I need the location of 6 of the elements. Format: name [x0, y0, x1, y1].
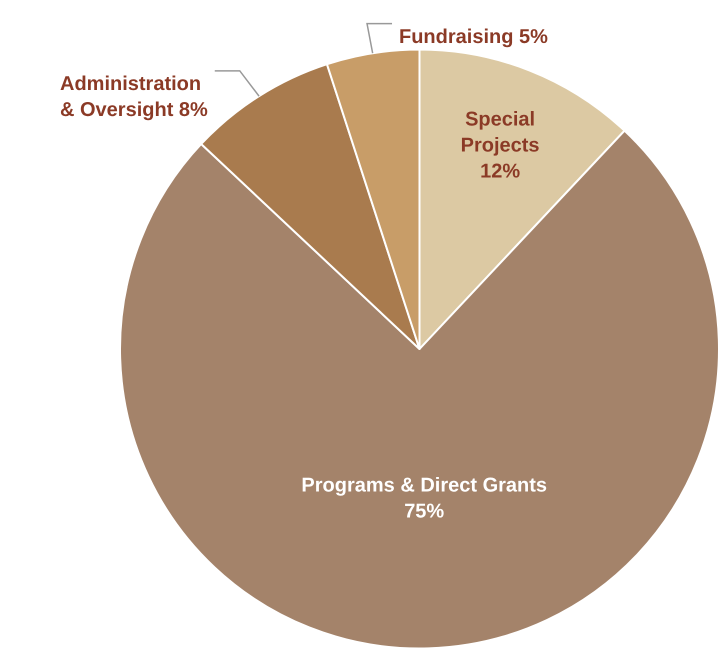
data-label: 75%: [404, 500, 444, 523]
slice-label: Administration & Oversight 8%: [60, 73, 208, 121]
slice-label: Special Projects: [460, 108, 540, 156]
slice-label: Fundraising 5%: [399, 26, 548, 48]
slice-label: Programs & Direct Grants: [301, 474, 548, 497]
data-label: 12%: [480, 160, 520, 182]
